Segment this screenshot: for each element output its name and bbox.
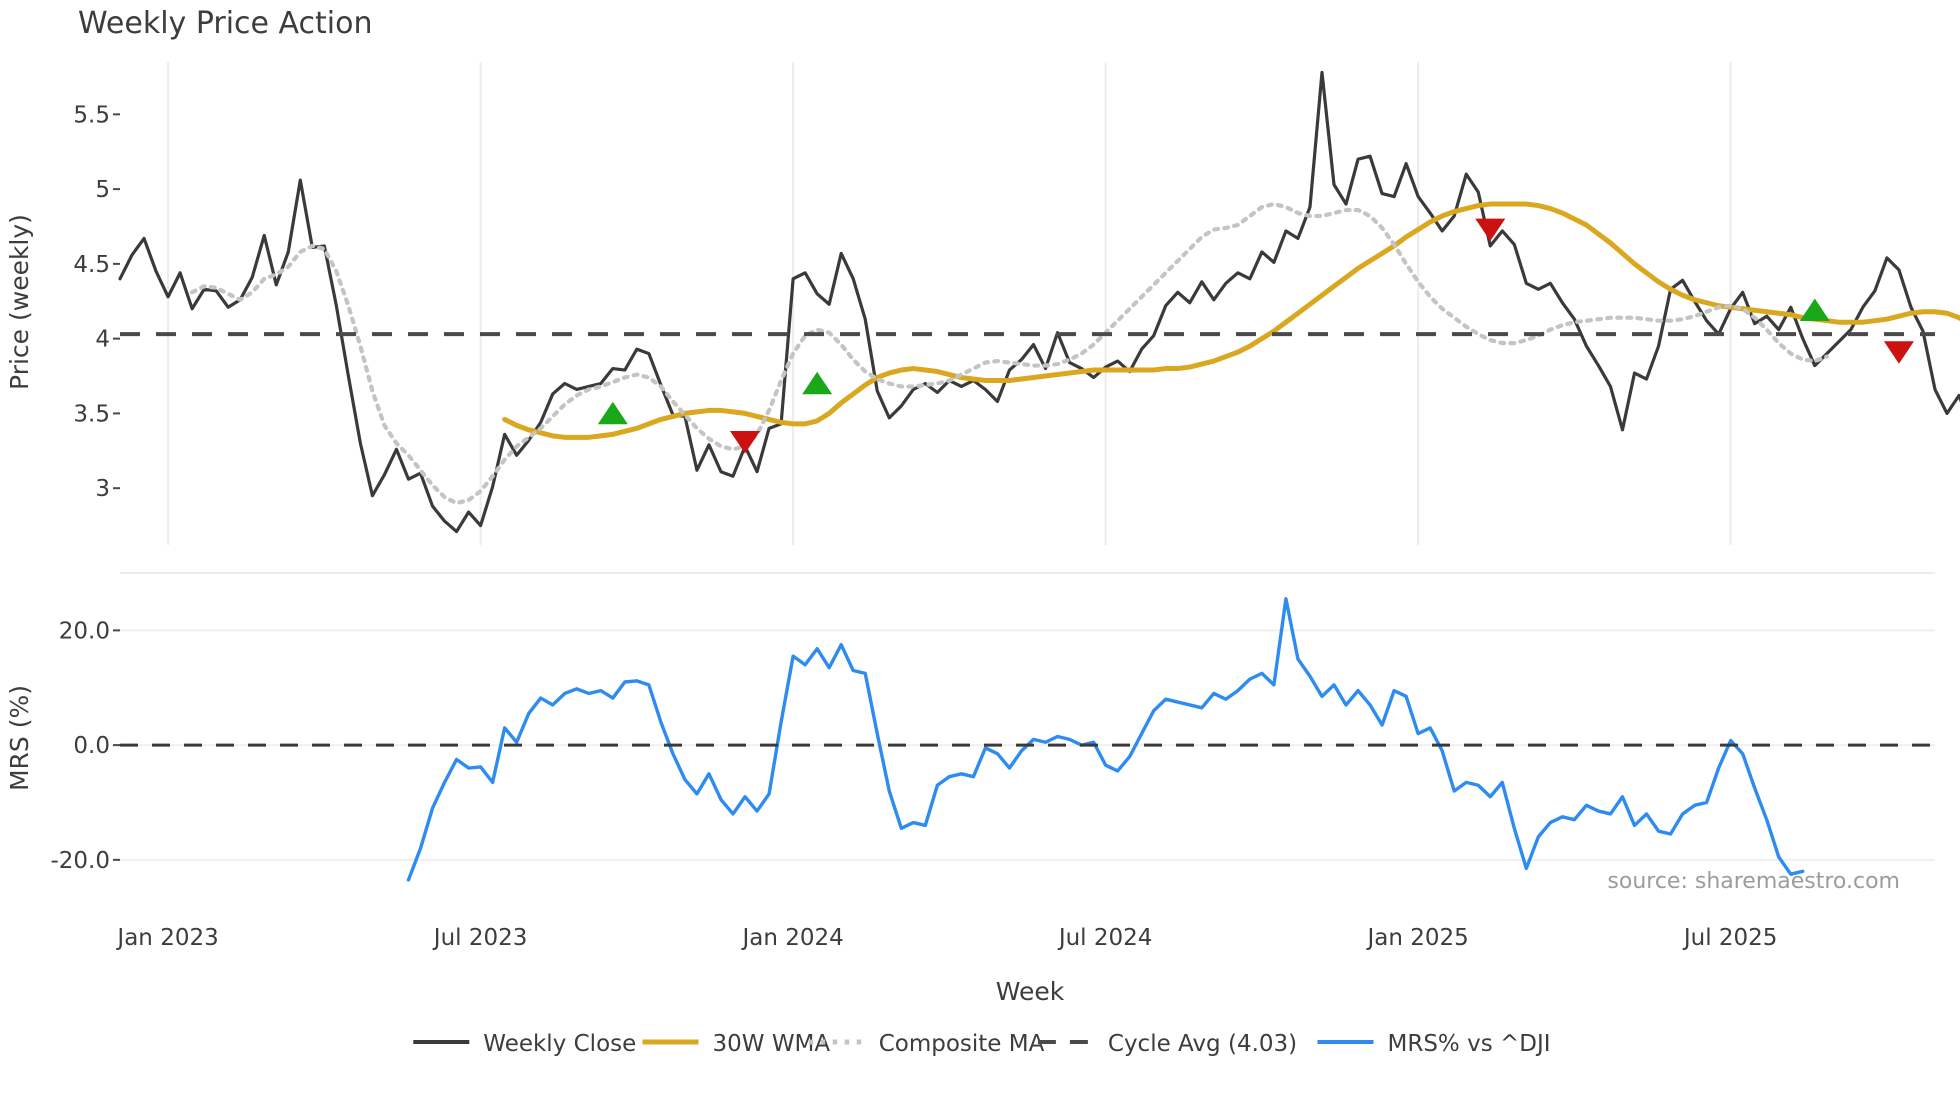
signal-markers-layer [597,218,1914,454]
price-y-axis-label: Price (weekly) [5,214,34,390]
sell-signal-marker-3[interactable] [1475,218,1506,242]
sell-signal-marker-5[interactable] [1883,341,1914,364]
price-y-tick-label-1: 3.5 [73,401,110,427]
mrs-y-axis-label: MRS (%) [5,685,34,791]
chart-legend: Weekly Close 30W WMA Composite MA Cycle Avg… [413,1031,1551,1057]
x-tick-label-5: Jul 2025 [1682,925,1778,951]
buy-signal-marker-4[interactable] [1799,298,1830,322]
buy-signal-marker-0[interactable] [597,401,628,425]
chart-title: Weekly Price Action [78,6,373,41]
sell-signal-marker-1[interactable] [730,431,761,454]
x-tick-label-4: Jan 2025 [1365,925,1468,951]
source-watermark: source: sharemaestro.com [1607,869,1900,894]
price-y-tick-label-0: 3 [95,476,110,502]
x-tick-label-1: Jul 2023 [432,925,528,951]
x-tick-label-0: Jan 2023 [115,925,218,951]
x-axis-ticks: Jan 2023 Jul 2023 Jan 2024 Jul 2024 Jan 2025… [115,925,1777,951]
mrs-y-axis-ticks: -20.0 0.0 20.0 [50,618,120,874]
price-y-tick-label-3: 4.5 [73,252,110,278]
legend-label-composite-ma: Composite MA [879,1031,1045,1057]
legend-label-mrs-vs-dji: MRS% vs ^DJI [1388,1031,1551,1057]
mrs-y-tick-label-2: 20.0 [59,618,110,644]
mrs-y-tick-label-0: -20.0 [50,848,110,874]
legend-label-weekly-close: Weekly Close [483,1031,636,1057]
legend-entry-mrs-vs-dji[interactable]: MRS% vs ^DJI [1317,1031,1551,1057]
x-tick-label-3: Jul 2024 [1057,925,1153,951]
x-axis-label: Week [996,977,1065,1006]
legend-entry-composite-ma[interactable]: Composite MA [808,1031,1045,1057]
series-line-composite-ma [190,201,1829,506]
price-y-tick-label-5: 5.5 [73,102,110,128]
series-line-weekly-close [118,70,1960,534]
legend-entry-cycle-avg-4-03[interactable]: Cycle Avg (4.03) [1037,1031,1297,1057]
price-y-tick-label-2: 4 [95,327,110,353]
price-panel-gridlines [167,62,1732,545]
series-line-mrs-vs-dji [406,597,1805,882]
reference-lines-layer [120,332,1935,747]
x-tick-label-2: Jan 2024 [740,925,843,951]
series-layer [118,70,1960,882]
mrs-y-tick-label-1: 0.0 [73,733,110,759]
legend-label-cycle-avg-4-03: Cycle Avg (4.03) [1108,1031,1297,1057]
legend-entry-weekly-close[interactable]: Weekly Close [413,1031,636,1057]
price-y-axis-ticks: 3 3.5 4 4.5 5 5.5 [73,102,120,502]
price-y-tick-label-4: 5 [95,177,110,203]
buy-signal-marker-2[interactable] [802,371,833,395]
